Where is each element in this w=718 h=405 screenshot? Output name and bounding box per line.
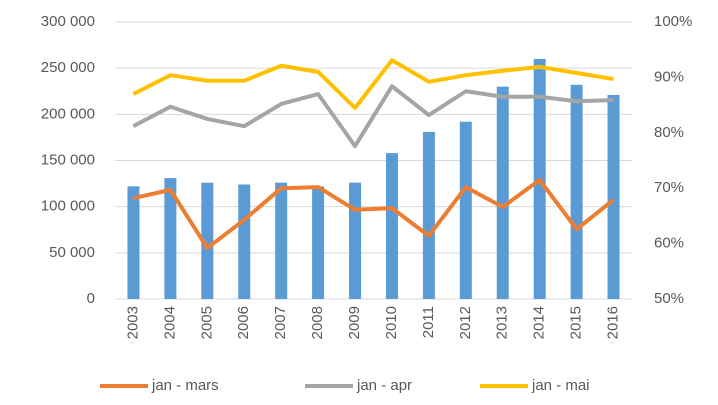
x-tick-label: 2015 xyxy=(568,306,585,339)
bar xyxy=(349,182,362,299)
y-tick-label: 250 000 xyxy=(41,59,95,76)
line xyxy=(133,177,615,251)
y-tick-label: 100 000 xyxy=(41,198,95,215)
x-tick-label: 2016 xyxy=(605,306,622,339)
x-tick-label: 2007 xyxy=(272,306,289,339)
x-tick-label: 2003 xyxy=(124,306,141,339)
y-tick-label: 150 000 xyxy=(41,151,95,168)
y2-tick-label: 100% xyxy=(654,13,692,30)
x-tick-label: 2004 xyxy=(161,306,178,339)
y-tick-label: 50 000 xyxy=(49,244,95,261)
line xyxy=(132,84,614,149)
bar xyxy=(496,86,509,299)
legend-label: jan - apr xyxy=(356,377,412,394)
bar xyxy=(607,94,620,300)
x-tick-label: 2008 xyxy=(309,306,326,339)
x-tick-label: 2005 xyxy=(198,306,215,339)
y2-tick-label: 60% xyxy=(654,235,684,252)
y2-tick-label: 50% xyxy=(654,290,684,307)
bar xyxy=(570,84,583,299)
bar xyxy=(201,182,214,299)
y2-tick-label: 90% xyxy=(654,68,684,85)
y2-tick-label: 70% xyxy=(654,179,684,196)
line xyxy=(132,58,614,110)
x-tick-label: 2012 xyxy=(457,306,474,339)
x-tick-label: 2006 xyxy=(235,306,252,339)
bar xyxy=(164,178,177,299)
bar xyxy=(422,131,435,299)
y-tick-label: 200 000 xyxy=(41,105,95,122)
bar xyxy=(238,184,251,299)
bar xyxy=(275,182,288,299)
x-tick-label: 2010 xyxy=(383,306,400,339)
bar xyxy=(312,186,325,299)
bar xyxy=(459,121,472,299)
y-tick-label: 300 000 xyxy=(41,13,95,30)
legend-label: jan - mai xyxy=(531,377,590,394)
x-tick-label: 2014 xyxy=(531,306,548,339)
bar xyxy=(385,153,398,299)
x-tick-label: 2013 xyxy=(494,306,511,339)
legend-label: jan - mars xyxy=(151,377,219,394)
x-tick-label: 2009 xyxy=(346,306,363,339)
y-tick-label: 0 xyxy=(87,290,95,307)
y2-tick-label: 80% xyxy=(654,124,684,141)
x-tick-label: 2011 xyxy=(420,306,437,338)
bar xyxy=(127,186,140,299)
